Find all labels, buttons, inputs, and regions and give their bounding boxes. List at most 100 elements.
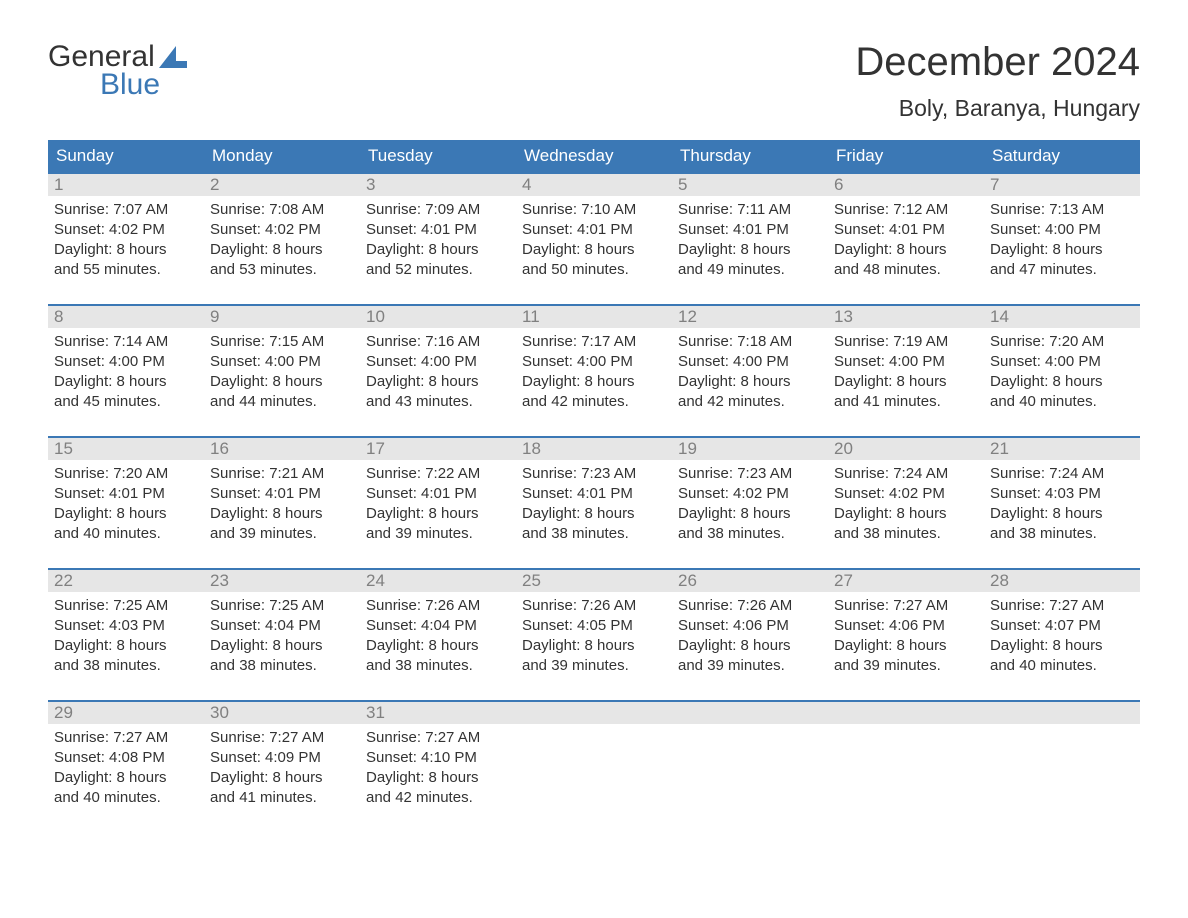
day-dl1: Daylight: 8 hours xyxy=(210,636,354,656)
day-dl1: Daylight: 8 hours xyxy=(210,768,354,788)
day-sunrise: Sunrise: 7:17 AM xyxy=(522,332,666,352)
day-number: 4 xyxy=(516,174,672,196)
day-number: 20 xyxy=(828,438,984,460)
day-dl2: and 39 minutes. xyxy=(678,656,822,676)
day-sunset: Sunset: 4:01 PM xyxy=(522,484,666,504)
day-number: 23 xyxy=(204,570,360,592)
day-number: 10 xyxy=(360,306,516,328)
day-dl1: Daylight: 8 hours xyxy=(678,240,822,260)
day-cell: 25Sunrise: 7:26 AMSunset: 4:05 PMDayligh… xyxy=(516,570,672,676)
day-sunset: Sunset: 4:01 PM xyxy=(366,484,510,504)
day-dl1: Daylight: 8 hours xyxy=(210,240,354,260)
day-cell: 24Sunrise: 7:26 AMSunset: 4:04 PMDayligh… xyxy=(360,570,516,676)
day-body: Sunrise: 7:27 AMSunset: 4:07 PMDaylight:… xyxy=(984,592,1140,676)
empty-day xyxy=(984,702,1140,724)
day-sunrise: Sunrise: 7:27 AM xyxy=(990,596,1134,616)
day-sunrise: Sunrise: 7:27 AM xyxy=(366,728,510,748)
day-cell xyxy=(828,702,984,808)
day-dl2: and 47 minutes. xyxy=(990,260,1134,280)
day-number: 5 xyxy=(672,174,828,196)
day-number: 22 xyxy=(48,570,204,592)
day-dl2: and 38 minutes. xyxy=(678,524,822,544)
dow-cell: Monday xyxy=(204,140,360,172)
day-cell xyxy=(516,702,672,808)
day-number: 28 xyxy=(984,570,1140,592)
day-cell: 14Sunrise: 7:20 AMSunset: 4:00 PMDayligh… xyxy=(984,306,1140,412)
day-number: 8 xyxy=(48,306,204,328)
day-dl2: and 41 minutes. xyxy=(834,392,978,412)
day-dl1: Daylight: 8 hours xyxy=(522,372,666,392)
day-dl1: Daylight: 8 hours xyxy=(990,636,1134,656)
day-sunrise: Sunrise: 7:23 AM xyxy=(678,464,822,484)
day-sunrise: Sunrise: 7:19 AM xyxy=(834,332,978,352)
empty-day xyxy=(516,702,672,724)
day-dl1: Daylight: 8 hours xyxy=(990,372,1134,392)
day-sunset: Sunset: 4:09 PM xyxy=(210,748,354,768)
day-cell: 22Sunrise: 7:25 AMSunset: 4:03 PMDayligh… xyxy=(48,570,204,676)
day-dl2: and 43 minutes. xyxy=(366,392,510,412)
day-dl2: and 42 minutes. xyxy=(522,392,666,412)
day-number: 19 xyxy=(672,438,828,460)
day-number: 3 xyxy=(360,174,516,196)
day-dl1: Daylight: 8 hours xyxy=(54,636,198,656)
day-sunrise: Sunrise: 7:25 AM xyxy=(54,596,198,616)
dow-cell: Saturday xyxy=(984,140,1140,172)
day-sunset: Sunset: 4:01 PM xyxy=(834,220,978,240)
day-cell: 19Sunrise: 7:23 AMSunset: 4:02 PMDayligh… xyxy=(672,438,828,544)
day-cell: 2Sunrise: 7:08 AMSunset: 4:02 PMDaylight… xyxy=(204,174,360,280)
dow-cell: Sunday xyxy=(48,140,204,172)
day-sunset: Sunset: 4:00 PM xyxy=(834,352,978,372)
day-sunrise: Sunrise: 7:27 AM xyxy=(54,728,198,748)
day-sunrise: Sunrise: 7:12 AM xyxy=(834,200,978,220)
day-dl2: and 40 minutes. xyxy=(990,656,1134,676)
day-sunrise: Sunrise: 7:25 AM xyxy=(210,596,354,616)
day-number: 18 xyxy=(516,438,672,460)
day-body: Sunrise: 7:26 AMSunset: 4:04 PMDaylight:… xyxy=(360,592,516,676)
day-sunset: Sunset: 4:05 PM xyxy=(522,616,666,636)
day-body: Sunrise: 7:24 AMSunset: 4:02 PMDaylight:… xyxy=(828,460,984,544)
week-row: 22Sunrise: 7:25 AMSunset: 4:03 PMDayligh… xyxy=(48,568,1140,676)
day-body: Sunrise: 7:17 AMSunset: 4:00 PMDaylight:… xyxy=(516,328,672,412)
day-sunset: Sunset: 4:08 PM xyxy=(54,748,198,768)
day-cell: 17Sunrise: 7:22 AMSunset: 4:01 PMDayligh… xyxy=(360,438,516,544)
day-dl2: and 40 minutes. xyxy=(54,524,198,544)
day-dl1: Daylight: 8 hours xyxy=(678,504,822,524)
day-sunrise: Sunrise: 7:23 AM xyxy=(522,464,666,484)
week-row: 1Sunrise: 7:07 AMSunset: 4:02 PMDaylight… xyxy=(48,172,1140,280)
day-dl1: Daylight: 8 hours xyxy=(522,636,666,656)
day-body: Sunrise: 7:23 AMSunset: 4:02 PMDaylight:… xyxy=(672,460,828,544)
day-cell: 3Sunrise: 7:09 AMSunset: 4:01 PMDaylight… xyxy=(360,174,516,280)
day-body: Sunrise: 7:15 AMSunset: 4:00 PMDaylight:… xyxy=(204,328,360,412)
day-sunset: Sunset: 4:01 PM xyxy=(522,220,666,240)
day-number: 1 xyxy=(48,174,204,196)
day-dl1: Daylight: 8 hours xyxy=(54,504,198,524)
day-dl2: and 42 minutes. xyxy=(678,392,822,412)
day-cell: 4Sunrise: 7:10 AMSunset: 4:01 PMDaylight… xyxy=(516,174,672,280)
day-sunrise: Sunrise: 7:16 AM xyxy=(366,332,510,352)
weeks-container: 1Sunrise: 7:07 AMSunset: 4:02 PMDaylight… xyxy=(48,172,1140,808)
day-dl2: and 40 minutes. xyxy=(54,788,198,808)
day-cell: 21Sunrise: 7:24 AMSunset: 4:03 PMDayligh… xyxy=(984,438,1140,544)
day-sunrise: Sunrise: 7:08 AM xyxy=(210,200,354,220)
day-dl1: Daylight: 8 hours xyxy=(366,372,510,392)
day-dl2: and 42 minutes. xyxy=(366,788,510,808)
day-number: 27 xyxy=(828,570,984,592)
day-sunrise: Sunrise: 7:27 AM xyxy=(834,596,978,616)
day-dl2: and 55 minutes. xyxy=(54,260,198,280)
day-sunrise: Sunrise: 7:24 AM xyxy=(990,464,1134,484)
day-body: Sunrise: 7:25 AMSunset: 4:03 PMDaylight:… xyxy=(48,592,204,676)
day-cell: 29Sunrise: 7:27 AMSunset: 4:08 PMDayligh… xyxy=(48,702,204,808)
dow-cell: Friday xyxy=(828,140,984,172)
day-cell: 31Sunrise: 7:27 AMSunset: 4:10 PMDayligh… xyxy=(360,702,516,808)
day-number: 12 xyxy=(672,306,828,328)
day-sunrise: Sunrise: 7:07 AM xyxy=(54,200,198,220)
day-sunset: Sunset: 4:00 PM xyxy=(210,352,354,372)
day-sunrise: Sunrise: 7:26 AM xyxy=(366,596,510,616)
day-sunset: Sunset: 4:04 PM xyxy=(366,616,510,636)
day-sunrise: Sunrise: 7:09 AM xyxy=(366,200,510,220)
day-dl1: Daylight: 8 hours xyxy=(366,636,510,656)
day-cell: 1Sunrise: 7:07 AMSunset: 4:02 PMDaylight… xyxy=(48,174,204,280)
day-sunrise: Sunrise: 7:18 AM xyxy=(678,332,822,352)
day-body: Sunrise: 7:18 AMSunset: 4:00 PMDaylight:… xyxy=(672,328,828,412)
day-number: 17 xyxy=(360,438,516,460)
